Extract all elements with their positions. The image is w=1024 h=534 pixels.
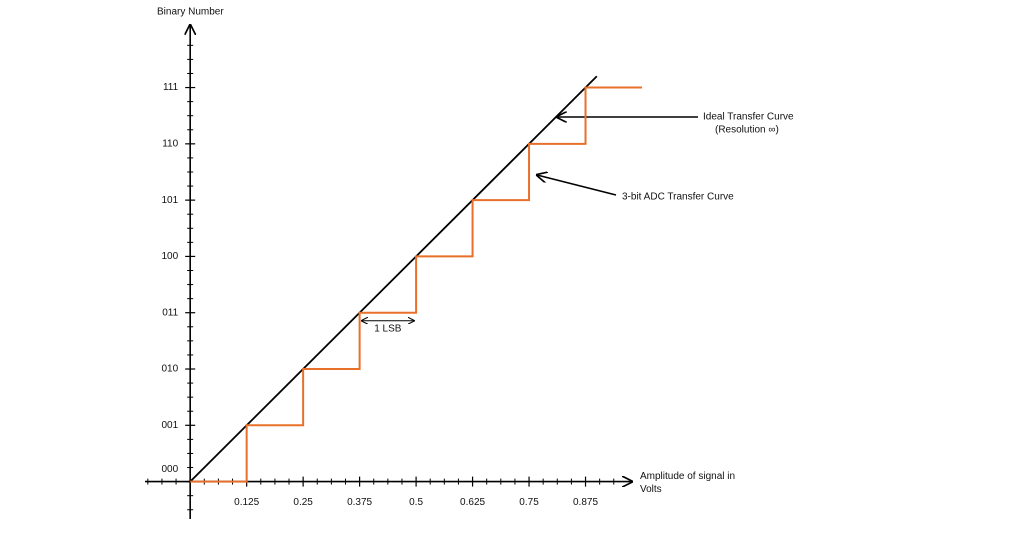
y-tick-label: 111 <box>163 82 179 93</box>
x-tick-label: 0.625 <box>460 497 485 508</box>
y-tick-label: 000 <box>161 464 178 475</box>
annotation: 3-bit ADC Transfer Curve <box>622 192 734 203</box>
y-tick-label: 011 <box>162 307 178 318</box>
y-axis-label: Binary Number <box>157 7 224 18</box>
x-tick-label: 0.5 <box>409 497 423 508</box>
y-tick-label: 100 <box>161 251 178 262</box>
y-tick-label: 101 <box>161 195 178 206</box>
annotation: Ideal Transfer Curve <box>703 112 794 123</box>
x-tick-label: 0.75 <box>519 497 539 508</box>
x-tick-label: 0.25 <box>293 497 313 508</box>
annotation: 1 LSB <box>374 323 402 334</box>
x-axis-label: Amplitude of signal in Volts <box>640 471 736 495</box>
y-tick-label: 010 <box>161 364 178 375</box>
x-tick-label: 0.125 <box>234 497 259 508</box>
y-tick-label: 001 <box>161 420 178 431</box>
y-tick-label: 110 <box>162 138 178 149</box>
annotation-arrow <box>537 175 617 196</box>
annotation: (Resolution ∞) <box>715 125 779 136</box>
x-tick-label: 0.875 <box>573 497 598 508</box>
series-line <box>189 75 598 483</box>
series-line <box>190 86 642 483</box>
x-tick-label: 0.375 <box>347 497 372 508</box>
